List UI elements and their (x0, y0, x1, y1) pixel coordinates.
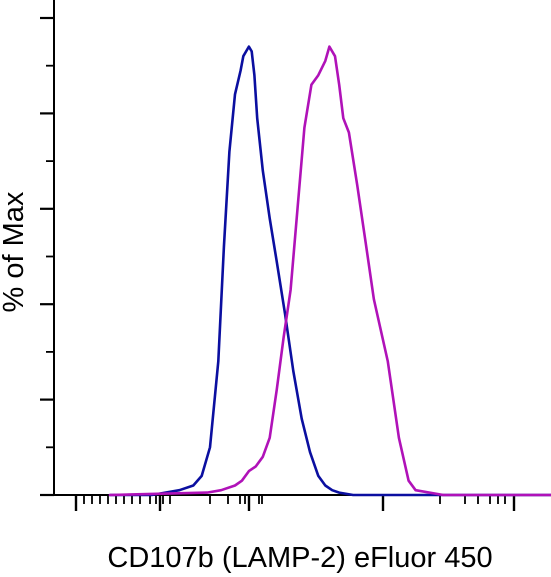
series-line-2 (108, 45, 551, 497)
x-axis-ticks (74, 495, 516, 511)
series-line-1 (108, 45, 551, 497)
y-axis-title: % of Max (0, 191, 30, 312)
series-layer (108, 45, 551, 497)
y-axis-ticks (40, 16, 54, 497)
x-axis-title: CD107b (LAMP-2) eFluor 450 (107, 542, 492, 574)
